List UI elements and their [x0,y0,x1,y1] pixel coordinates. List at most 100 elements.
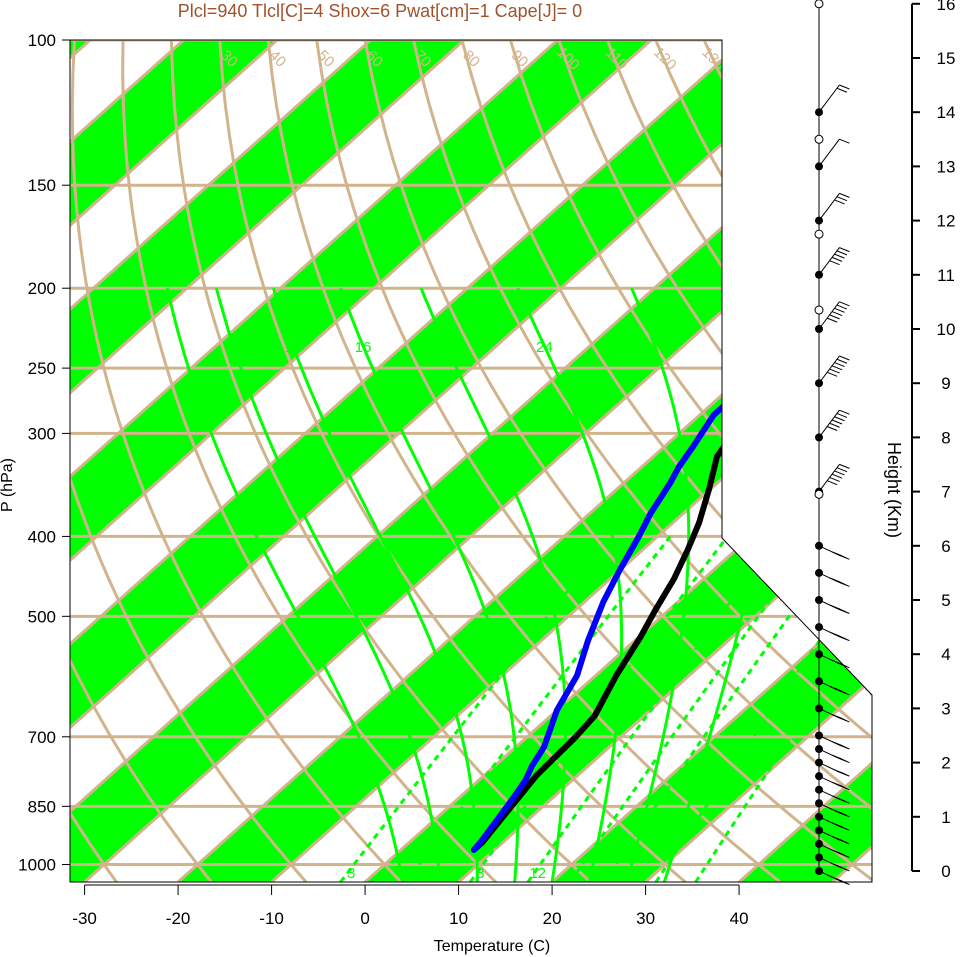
height-tick-label: 12 [937,212,956,231]
dry-adiabat-line [70,40,213,882]
isotherm-band [70,40,839,882]
wind-barb [818,409,850,438]
wind-barb [818,599,850,614]
moist-adiabat-line [516,287,624,882]
wind-barb [818,870,850,885]
isotherm-line [70,40,279,882]
pressure-tick-label: 400 [28,527,56,546]
pressure-tick-label: 500 [28,607,56,626]
isotherm-line [177,40,872,882]
isotherm-band [70,40,465,882]
pressure-tick-label: 1000 [18,856,56,875]
mixing-ratio-line [526,535,781,882]
wind-barb [818,856,850,872]
moist-adiabat-label: 32 [757,339,774,356]
wind-barb [818,84,850,113]
isotherm-line [644,40,872,882]
wind-barb [818,138,850,167]
isotherm-line [70,40,840,882]
height-axis-label: Height (Km) [884,442,904,538]
height-tick-label: 2 [941,754,950,773]
wind-barb [818,748,850,764]
temperature-tick-label: -30 [72,909,97,928]
wind-barb [818,843,850,858]
mixing-ratio-line [405,535,672,882]
dry-adiabat-label: 130 [698,44,728,74]
isotherm-line [70,40,372,882]
height-tick-label: 10 [937,320,956,339]
height-tick-label: 14 [937,103,956,122]
temperature-tick-label: -10 [259,909,284,928]
temperature-tick-label: 0 [360,909,369,928]
isotherm-label: -30 [719,298,746,325]
isotherm-band [365,40,872,882]
dry-adiabat-line [315,40,872,882]
plot-frame [69,39,873,883]
wind-barb [818,762,850,777]
wind-level-open-marker [814,305,824,315]
isotherm-label: -20 [719,382,746,409]
dry-adiabat-line [169,40,592,882]
wind-barb [818,707,850,723]
height-tick-label: 3 [941,699,950,718]
pressure-axis: 100 150 200 250 300 400 500 700 850 1000 [18,31,70,875]
height-tick-label: 16 [937,0,956,14]
isotherm-line [70,40,746,882]
wind-barb [818,545,850,560]
height-tick-label: 4 [941,645,950,664]
wind-barb [818,802,850,818]
dry-adiabat-line [70,40,402,882]
mixing-ratio-line [654,535,872,882]
wind-barb [818,355,850,384]
moist-adiabat-line [272,287,479,882]
height-tick-label: 11 [937,266,955,285]
moist-adiabat-label: 12 [285,339,302,356]
moist-adiabat-line [339,287,520,882]
height-tick-label: 15 [937,49,956,68]
moist-adiabat-label: 24 [536,339,553,356]
moist-adiabat-line [625,287,691,882]
dry-adiabat-label: 120 [650,44,680,74]
wind-barb [818,653,850,669]
pressure-tick-label: 850 [28,797,56,816]
dry-adiabat-line [363,40,872,882]
wind-barb [818,572,850,587]
dry-adiabat-line [412,40,872,882]
isotherm-label: -40 [719,215,746,242]
dry-adiabat-line [121,40,497,882]
wind-barb [818,463,850,492]
wind-barb [818,735,850,750]
isotherm-band [552,40,872,882]
temperature-tick-label: 30 [636,909,655,928]
moist-adiabat-line [214,287,442,882]
wind-barb [818,301,850,330]
temperature-tick-label: 20 [543,909,562,928]
y-axis-label: P (hPa) [0,458,16,512]
wind-level-open-marker [814,0,824,9]
temperature-axis: -30 -20 -10 0 10 20 30 40 [72,884,749,928]
height-tick-label: 9 [941,374,950,393]
isotherm-line [70,40,653,882]
isotherm-band [178,40,872,882]
wind-barb [818,816,850,831]
wind-level-open-marker [814,489,824,499]
wind-barb [818,626,850,642]
wind-level-open-marker [814,134,824,144]
isotherm-label: -10 [719,465,746,492]
height-tick-label: 13 [937,157,956,176]
moist-adiabat-line [165,287,404,882]
wind-barb [818,680,850,696]
wind-barb [818,829,850,845]
dry-adiabat-line [70,40,118,882]
pressure-tick-label: 100 [28,31,56,50]
height-tick-label: 7 [941,483,950,502]
temperature-tick-label: -20 [166,909,191,928]
mixing-ratio-label: 12 [529,865,546,882]
isotherm-band [70,40,652,882]
wind-level-open-marker [814,229,824,239]
wind-barb-panel [814,0,850,885]
mixing-ratio-line [468,535,729,882]
wind-barb [818,247,850,276]
pressure-tick-label: 200 [28,279,56,298]
